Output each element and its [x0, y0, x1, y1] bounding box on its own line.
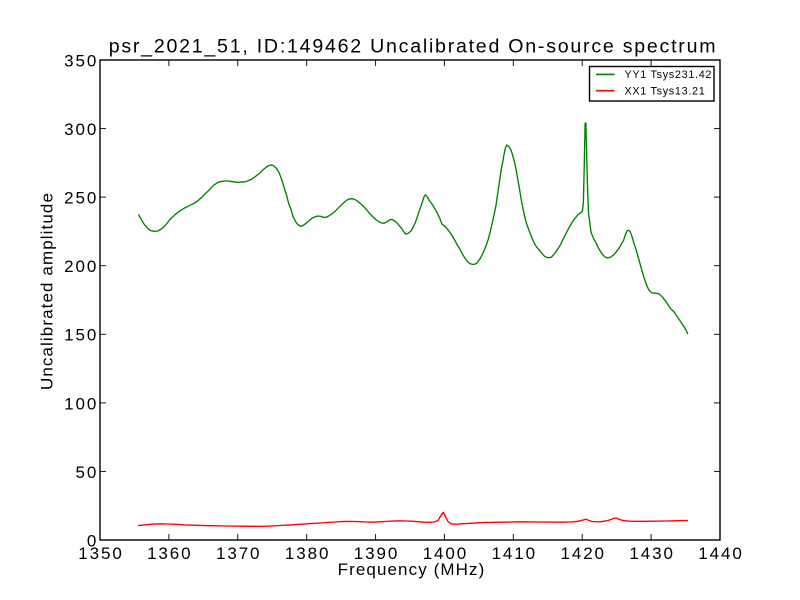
svg-text:1380: 1380	[285, 544, 330, 563]
svg-text:1400: 1400	[423, 544, 468, 563]
svg-text:Uncalibrated amplitude: Uncalibrated amplitude	[38, 192, 57, 390]
svg-text:1370: 1370	[216, 544, 261, 563]
svg-text:350: 350	[64, 51, 98, 70]
svg-text:YY1 Tsys231.42: YY1 Tsys231.42	[625, 69, 713, 81]
svg-text:1440: 1440	[698, 544, 743, 563]
svg-text:150: 150	[64, 326, 98, 345]
svg-text:300: 300	[64, 120, 98, 139]
svg-text:200: 200	[64, 257, 98, 276]
svg-text:1430: 1430	[629, 544, 674, 563]
svg-text:psr_2021_51, ID:149462 Uncalib: psr_2021_51, ID:149462 Uncalibrated On-s…	[109, 35, 718, 57]
svg-text:100: 100	[64, 394, 98, 413]
svg-text:0: 0	[87, 531, 98, 550]
svg-text:1420: 1420	[560, 544, 605, 563]
svg-text:XX1 Tsys13.21: XX1 Tsys13.21	[625, 86, 706, 98]
svg-text:50: 50	[75, 463, 98, 482]
svg-text:1350: 1350	[78, 544, 123, 563]
svg-text:1390: 1390	[354, 544, 399, 563]
svg-text:1410: 1410	[492, 544, 537, 563]
svg-text:Frequency (MHz): Frequency (MHz)	[338, 560, 486, 579]
svg-text:1360: 1360	[147, 544, 192, 563]
svg-text:250: 250	[64, 189, 98, 208]
